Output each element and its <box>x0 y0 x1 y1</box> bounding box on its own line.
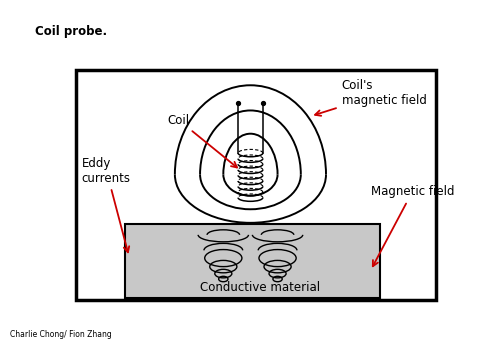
Text: Coil: Coil <box>168 114 237 167</box>
Text: Conductive material: Conductive material <box>200 281 320 294</box>
Text: Eddy
currents: Eddy currents <box>82 156 131 252</box>
Bar <box>76 70 436 300</box>
Text: Coil probe.: Coil probe. <box>35 25 107 38</box>
Text: Magnetic field: Magnetic field <box>370 185 454 266</box>
Text: Charlie Chong/ Fion Zhang: Charlie Chong/ Fion Zhang <box>10 330 112 339</box>
Bar <box>124 224 380 298</box>
Text: Coil's
magnetic field: Coil's magnetic field <box>315 79 426 116</box>
